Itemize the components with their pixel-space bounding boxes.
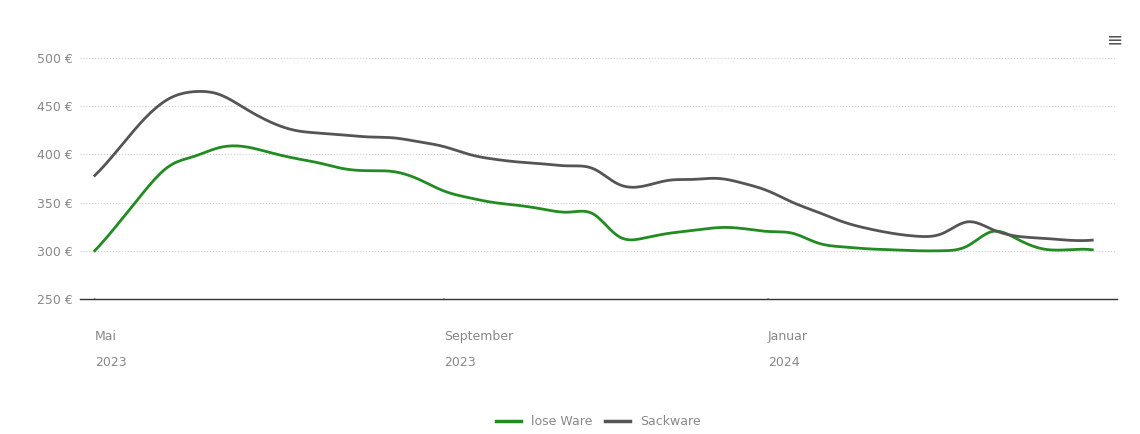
Text: 2023: 2023 — [95, 356, 127, 369]
Text: Januar: Januar — [768, 330, 808, 343]
Text: ≡: ≡ — [1107, 30, 1123, 49]
Text: September: September — [443, 330, 513, 343]
Legend: lose Ware, Sackware: lose Ware, Sackware — [491, 410, 706, 433]
Text: 2024: 2024 — [768, 356, 799, 369]
Text: 2023: 2023 — [443, 356, 475, 369]
Text: Mai: Mai — [95, 330, 116, 343]
